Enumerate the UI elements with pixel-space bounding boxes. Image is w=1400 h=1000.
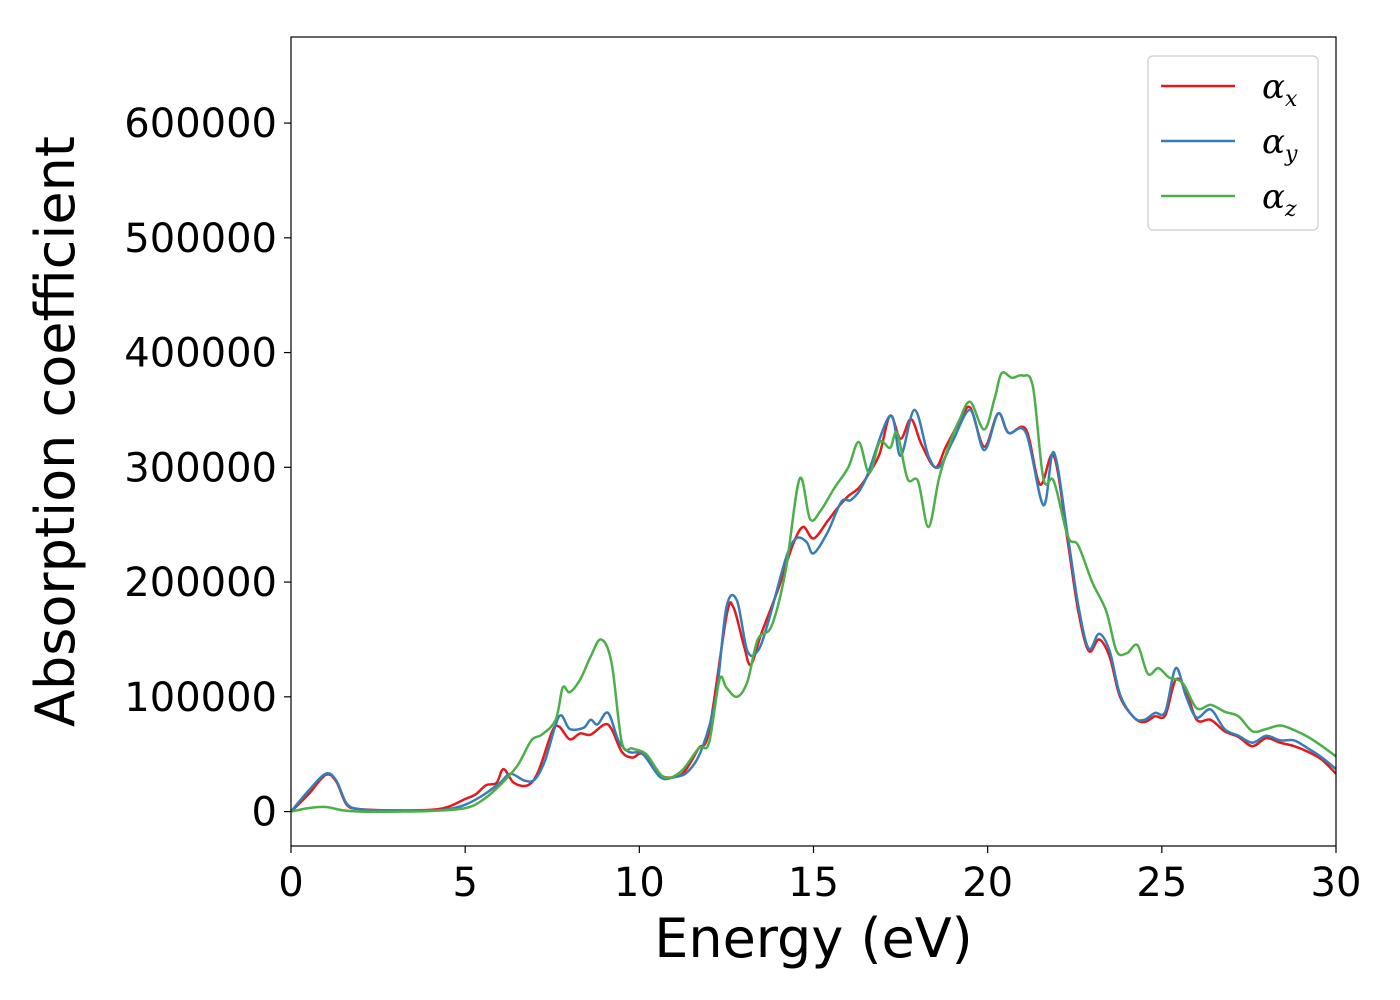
series-line-z — [291, 371, 1336, 813]
legend-label-y: αy — [1262, 122, 1298, 167]
legend: αx αy αz — [1147, 55, 1319, 231]
series-line-y — [291, 408, 1336, 813]
y-tick-label: 600000 — [124, 101, 277, 147]
x-tick-label: 30 — [1311, 860, 1362, 906]
x-tick-label: 10 — [614, 860, 665, 906]
x-axis-ticks: 0 5 10 15 20 25 30 — [278, 846, 1361, 906]
legend-box — [1147, 55, 1319, 231]
y-tick-label: 0 — [252, 790, 277, 836]
y-axis-label: Absorption coefficient — [24, 136, 87, 727]
y-axis-ticks: 0 100000 200000 300000 400000 500000 600000 — [124, 101, 291, 836]
series-line-x — [291, 405, 1336, 813]
x-tick-label: 25 — [1136, 860, 1187, 906]
legend-label-z: αz — [1262, 177, 1297, 222]
y-tick-label: 300000 — [124, 445, 277, 491]
x-tick-label: 5 — [452, 860, 477, 906]
y-tick-label: 400000 — [124, 331, 277, 377]
x-tick-label: 15 — [788, 860, 839, 906]
legend-label-x: αx — [1262, 67, 1298, 112]
y-tick-label: 500000 — [124, 216, 277, 262]
y-tick-label: 200000 — [124, 560, 277, 606]
series-layer — [291, 371, 1336, 813]
x-tick-label: 20 — [962, 860, 1013, 906]
x-axis-label: Energy (eV) — [654, 907, 973, 970]
y-tick-label: 100000 — [124, 675, 277, 721]
x-tick-label: 0 — [278, 860, 303, 906]
